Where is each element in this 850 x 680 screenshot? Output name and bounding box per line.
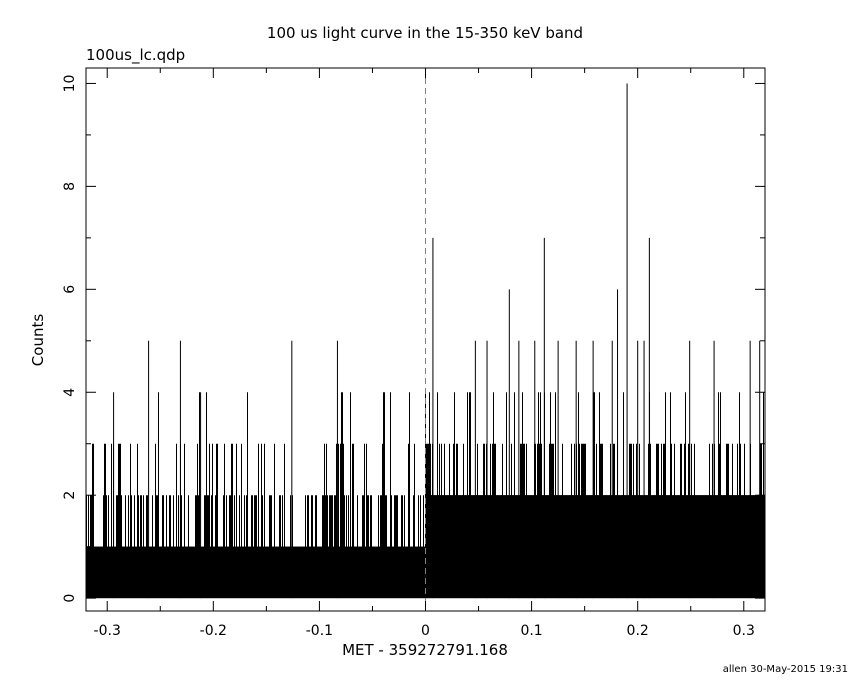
- x-tick-label: 0: [421, 623, 430, 639]
- chart-title: 100 us light curve in the 15-350 keV ban…: [267, 24, 583, 42]
- x-tick-label: 0.3: [733, 623, 755, 639]
- y-tick-label: 0: [62, 594, 78, 603]
- y-tick-label: 2: [62, 491, 78, 500]
- x-tick-label: 0.1: [520, 623, 542, 639]
- x-tick-label: -0.2: [200, 623, 227, 639]
- x-tick-label: -0.1: [306, 623, 333, 639]
- chart-subtitle: 100us_lc.qdp: [86, 46, 185, 65]
- y-tick-label: 6: [62, 285, 78, 294]
- histogram-bars: [86, 83, 765, 599]
- y-tick-label: 4: [62, 388, 78, 397]
- x-tick-label: 0.2: [627, 623, 649, 639]
- x-tick-label: -0.3: [94, 623, 121, 639]
- y-axis-label: Counts: [29, 314, 47, 367]
- y-tick-label: 10: [62, 75, 78, 93]
- plot-frame: [85, 67, 766, 612]
- y-tick-label: 8: [62, 182, 78, 191]
- x-tick-labels: -0.3 -0.2 -0.1 0 0.1 0.2 0.3: [94, 623, 755, 639]
- y-tick-labels: 0 2 4 6 8 10: [62, 75, 78, 603]
- footer-stamp: allen 30-May-2015 19:31: [723, 664, 848, 675]
- axis-ticks: [86, 68, 765, 611]
- x-axis-label: MET - 359272791.168: [342, 641, 508, 659]
